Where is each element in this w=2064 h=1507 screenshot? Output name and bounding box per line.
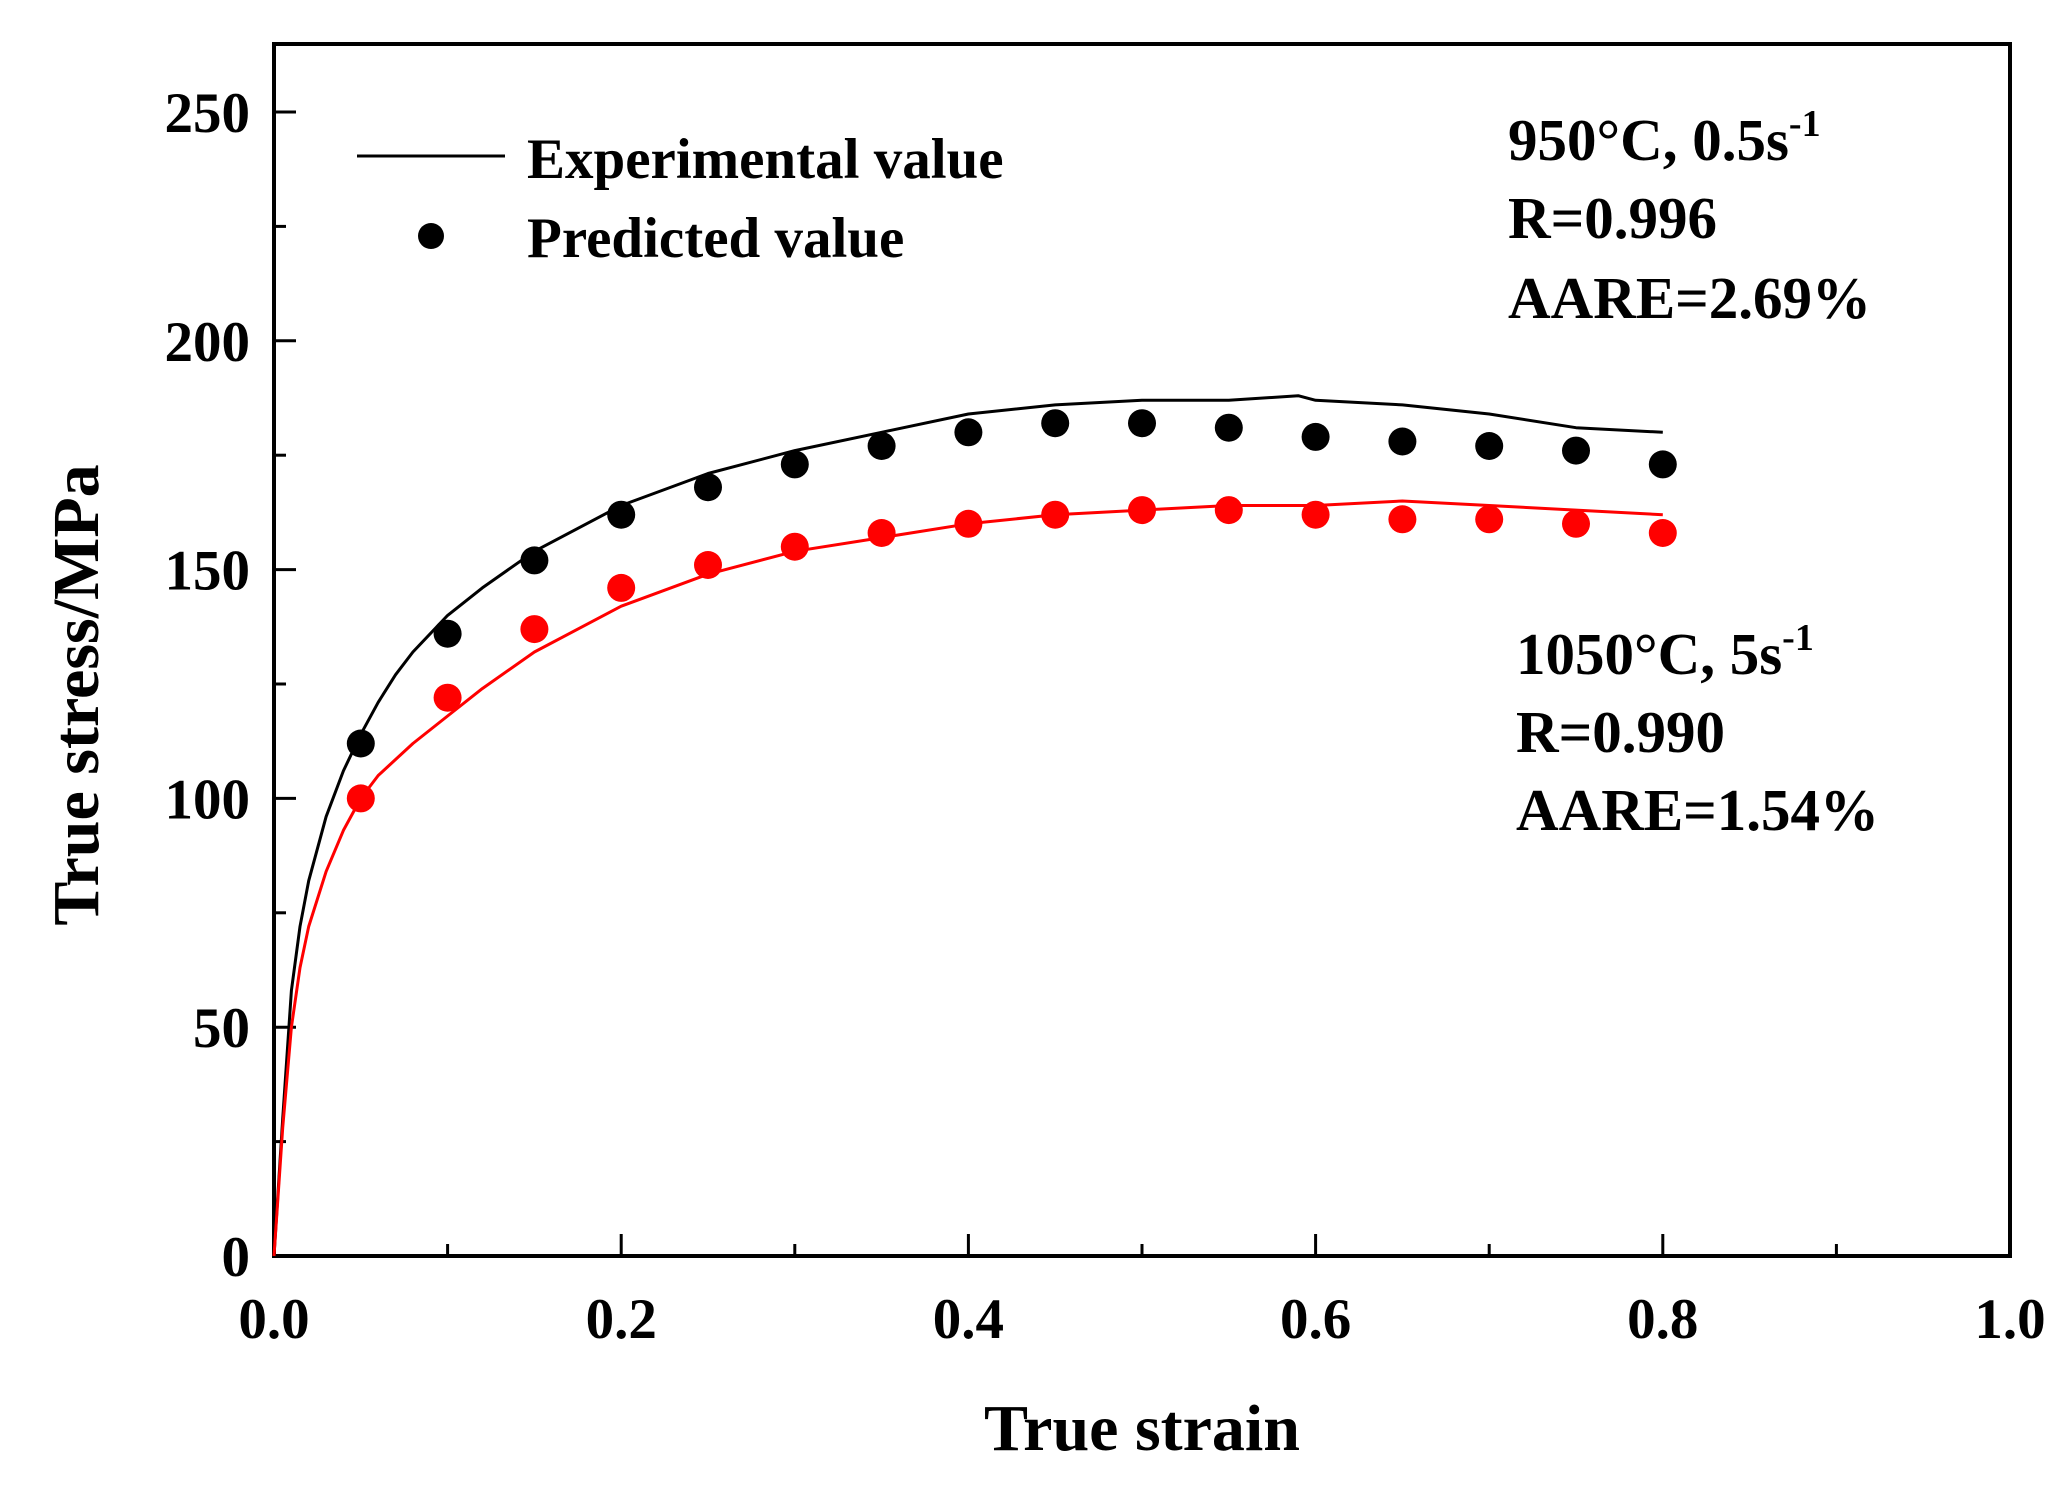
data-point-3 (1301, 500, 1330, 529)
y-axis-title: True stress/MPa (40, 464, 113, 925)
y-tick-label: 250 (165, 82, 251, 145)
data-point-1 (607, 500, 636, 529)
data-point-1 (1648, 450, 1677, 479)
data-point-1 (520, 546, 549, 575)
data-point-1 (954, 418, 983, 447)
annotation-1050-superscript: -1 (1782, 617, 1814, 659)
data-point-1 (1041, 409, 1070, 438)
series-line-0 (272, 394, 1663, 1257)
y-tick-label: 100 (165, 768, 251, 831)
annotation-950-condition-text: 950°C, 0.5s (1508, 107, 1789, 173)
legend-circle-swatch (418, 223, 444, 249)
data-point-1 (694, 473, 722, 502)
data-point-1 (1128, 409, 1156, 438)
data-point-1 (1388, 427, 1417, 456)
x-tick-label: 0.8 (1627, 1288, 1698, 1351)
data-series (272, 394, 1677, 1257)
data-point-3 (954, 509, 983, 538)
x-tick-label: 0.6 (1280, 1288, 1351, 1351)
data-point-1 (780, 450, 809, 479)
annotation-1050: 1050°C, 5s-1 R=0.990 AARE=1.54% (1516, 617, 1879, 843)
y-tick-label: 200 (165, 311, 251, 374)
annotation-950-condition: 950°C, 0.5s-1 (1508, 103, 1821, 173)
annotation-950: 950°C, 0.5s-1 R=0.996 AARE=2.69% (1508, 103, 1871, 331)
data-point-3 (1041, 500, 1070, 529)
data-point-3 (1562, 509, 1590, 538)
data-point-1 (1562, 436, 1590, 465)
data-point-3 (1128, 496, 1156, 525)
series-line-2 (272, 499, 1663, 1257)
annotation-950-r: R=0.996 (1508, 185, 1717, 251)
x-tick-label: 0.0 (238, 1288, 309, 1351)
annotation-1050-condition: 1050°C, 5s-1 (1516, 617, 1814, 687)
legend-label-predicted: Predicted value (527, 207, 904, 270)
data-point-1 (1301, 422, 1330, 451)
data-point-3 (433, 683, 462, 712)
data-point-3 (1648, 519, 1677, 547)
data-point-1 (433, 619, 462, 648)
data-point-1 (1475, 432, 1504, 460)
annotation-950-superscript: -1 (1789, 103, 1821, 145)
data-point-3 (694, 551, 722, 579)
annotation-1050-condition-text: 1050°C, 5s (1516, 621, 1782, 687)
y-tick-label: 50 (193, 997, 250, 1060)
x-tick-label: 1.0 (1974, 1288, 2045, 1351)
data-point-3 (520, 615, 549, 644)
data-point-3 (1214, 496, 1243, 525)
annotation-950-aare: AARE=2.69% (1508, 265, 1871, 331)
y-tick-labels: 0 50 100 150 200 250 (165, 82, 251, 1289)
x-axis-title: True strain (984, 1392, 1300, 1465)
data-point-3 (346, 784, 375, 813)
data-point-3 (607, 573, 636, 602)
y-tick-label: 0 (222, 1226, 251, 1289)
data-point-1 (1214, 413, 1243, 442)
legend: Experimental value Predicted value (357, 128, 1004, 270)
data-point-3 (867, 519, 896, 547)
x-tick-labels: 0.0 0.2 0.4 0.6 0.8 1.0 (238, 1288, 2045, 1351)
legend-label-experimental: Experimental value (527, 128, 1004, 191)
annotation-1050-aare: AARE=1.54% (1516, 777, 1879, 843)
data-point-3 (1475, 505, 1504, 534)
data-point-1 (867, 432, 896, 460)
annotation-1050-r: R=0.990 (1516, 699, 1725, 765)
y-tick-label: 150 (165, 540, 251, 603)
x-tick-label: 0.4 (933, 1288, 1004, 1351)
data-point-3 (1388, 505, 1417, 534)
data-point-3 (780, 532, 809, 561)
x-tick-label: 0.2 (586, 1288, 657, 1351)
data-point-1 (346, 729, 375, 758)
